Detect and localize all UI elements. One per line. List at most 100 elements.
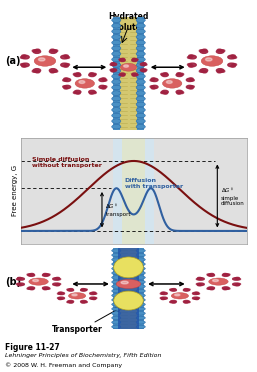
Circle shape [208,274,215,276]
Circle shape [89,73,95,77]
Circle shape [161,298,165,299]
Circle shape [112,57,121,62]
Circle shape [190,86,194,88]
Circle shape [231,55,235,57]
Circle shape [112,80,121,84]
Circle shape [209,278,228,285]
Circle shape [180,92,184,94]
Circle shape [92,92,96,94]
Circle shape [81,289,85,290]
Circle shape [16,278,21,280]
Circle shape [34,56,56,66]
Circle shape [196,283,200,285]
Circle shape [93,297,97,299]
Circle shape [20,56,25,58]
Circle shape [57,283,61,285]
Circle shape [132,59,137,61]
Circle shape [190,79,194,81]
Circle shape [189,63,196,67]
Circle shape [112,303,121,306]
Circle shape [64,87,68,89]
Circle shape [112,325,121,328]
Circle shape [39,58,45,61]
Circle shape [136,91,145,95]
Circle shape [33,279,39,282]
Circle shape [42,274,49,276]
Circle shape [27,288,31,289]
Circle shape [232,64,237,66]
Text: Transporter: Transporter [52,324,103,334]
Circle shape [162,73,168,77]
Circle shape [231,65,235,67]
Circle shape [136,294,145,297]
Circle shape [150,79,154,81]
Circle shape [189,87,193,89]
Circle shape [17,278,22,279]
Text: Hydrated
solute: Hydrated solute [108,12,149,32]
Circle shape [69,302,73,303]
Circle shape [161,292,167,295]
Circle shape [198,278,204,280]
Circle shape [50,49,55,51]
Circle shape [135,59,138,60]
Circle shape [57,278,61,280]
Circle shape [56,278,60,279]
Circle shape [136,276,145,279]
Circle shape [197,284,201,286]
Circle shape [111,63,117,65]
Circle shape [228,55,235,59]
Circle shape [112,18,121,22]
Circle shape [33,50,41,53]
Bar [120,248,137,329]
Bar [113,248,120,329]
Circle shape [99,78,106,81]
Circle shape [197,278,201,279]
Circle shape [46,288,50,289]
Circle shape [121,58,125,60]
Circle shape [175,294,180,296]
Circle shape [81,302,85,303]
Circle shape [183,289,189,291]
Circle shape [18,283,24,286]
Circle shape [112,52,121,56]
Circle shape [64,65,68,67]
Bar [120,17,137,129]
Circle shape [236,278,241,280]
Circle shape [74,90,81,93]
Text: © 2008 W. H. Freeman and Company: © 2008 W. H. Freeman and Company [5,363,122,368]
Circle shape [120,63,137,71]
Circle shape [112,289,121,293]
Circle shape [121,74,125,76]
Circle shape [170,289,173,290]
Circle shape [136,113,145,118]
Circle shape [81,301,87,303]
Circle shape [90,292,96,295]
Circle shape [160,297,164,299]
Circle shape [30,273,34,275]
Circle shape [136,18,145,22]
Circle shape [43,288,47,290]
Circle shape [69,289,73,290]
Circle shape [222,287,229,289]
Circle shape [64,85,71,89]
Circle shape [196,278,200,280]
Circle shape [136,80,145,84]
Circle shape [162,79,182,88]
Circle shape [187,289,190,290]
Circle shape [170,301,173,303]
Circle shape [43,273,47,275]
Circle shape [199,70,204,72]
Circle shape [151,78,155,80]
Circle shape [140,63,146,65]
Circle shape [198,283,204,286]
Circle shape [79,81,85,83]
Circle shape [177,73,181,75]
Circle shape [136,258,145,261]
Circle shape [112,125,121,129]
Circle shape [112,96,121,101]
Circle shape [136,303,145,306]
Circle shape [176,73,183,77]
Circle shape [92,73,96,75]
Circle shape [172,289,176,290]
Circle shape [143,64,147,65]
